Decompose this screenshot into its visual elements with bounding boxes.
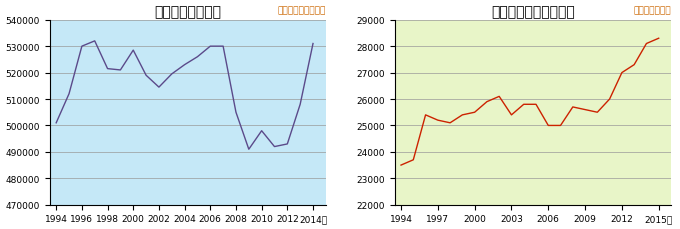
Title: 歯科診療医療費の推移: 歯科診療医療費の推移 <box>491 5 575 19</box>
Title: 国内総生産の推移: 国内総生産の推移 <box>154 5 221 19</box>
Text: （単位：億円）: （単位：億円） <box>633 6 671 15</box>
Text: （単位：１０億円）: （単位：１０億円） <box>277 6 326 15</box>
